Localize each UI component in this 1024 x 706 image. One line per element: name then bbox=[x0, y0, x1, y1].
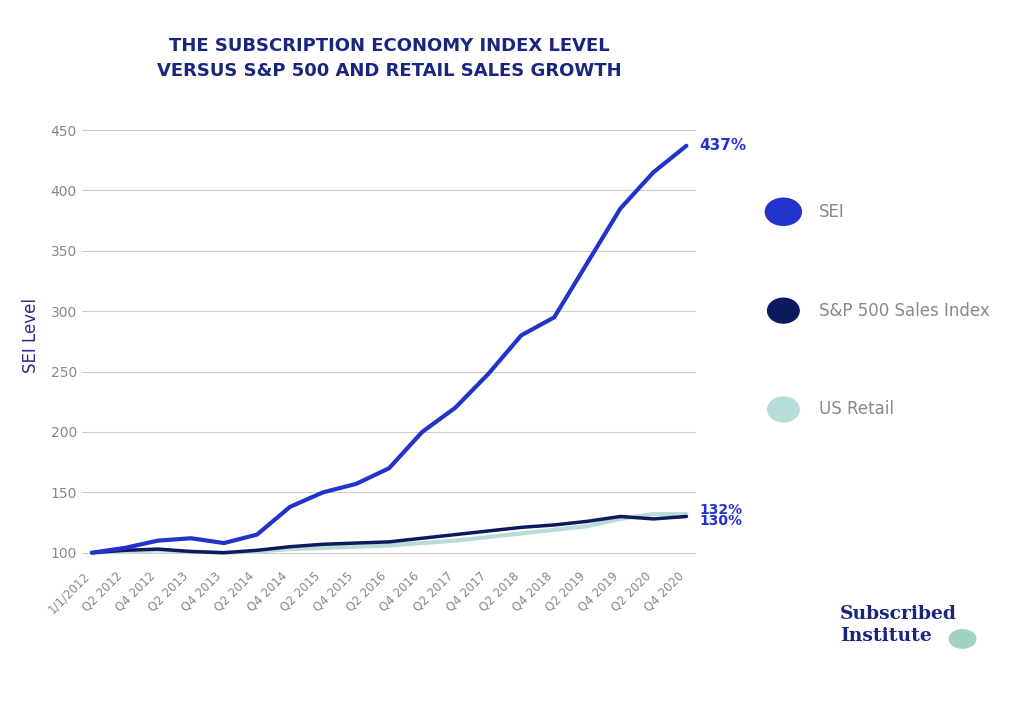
Text: THE SUBSCRIPTION ECONOMY INDEX LEVEL: THE SUBSCRIPTION ECONOMY INDEX LEVEL bbox=[169, 37, 609, 55]
Y-axis label: SEI Level: SEI Level bbox=[22, 298, 40, 373]
Text: Subscribed
Institute: Subscribed Institute bbox=[840, 605, 956, 645]
Text: 132%: 132% bbox=[699, 503, 742, 517]
Text: US Retail: US Retail bbox=[819, 400, 894, 419]
Text: 130%: 130% bbox=[699, 514, 742, 527]
Text: VERSUS S&P 500 AND RETAIL SALES GROWTH: VERSUS S&P 500 AND RETAIL SALES GROWTH bbox=[157, 61, 622, 80]
Text: 437%: 437% bbox=[699, 138, 746, 153]
Text: SEI: SEI bbox=[819, 203, 845, 221]
Text: S&P 500 Sales Index: S&P 500 Sales Index bbox=[819, 301, 990, 320]
